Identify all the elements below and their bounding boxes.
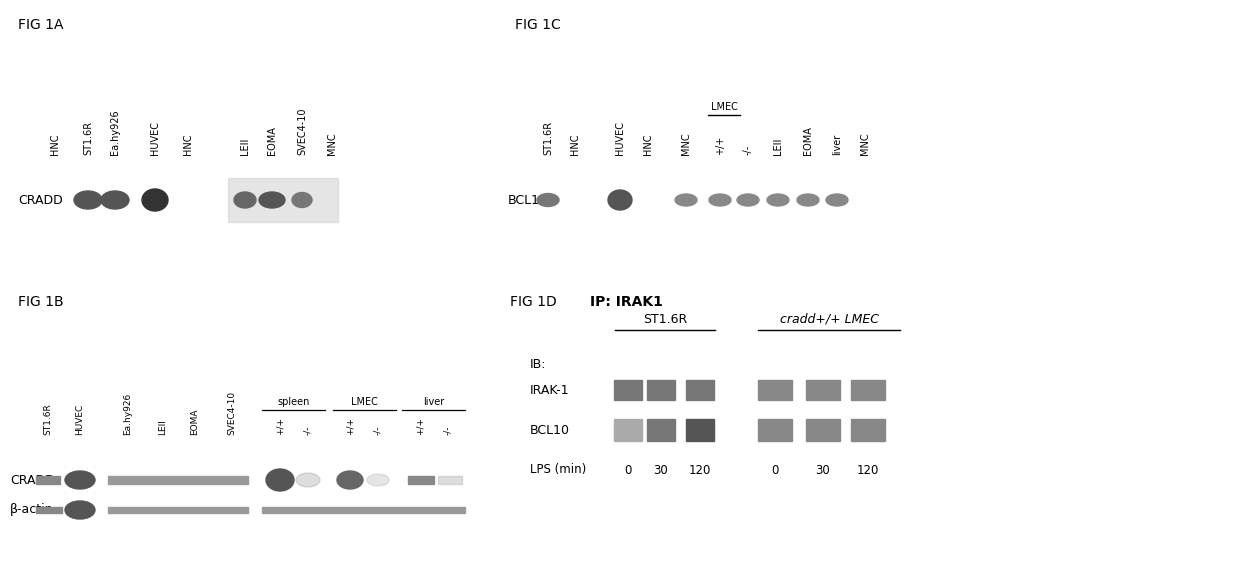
Text: FIG 1C: FIG 1C [515,18,560,32]
Text: -/-: -/- [304,425,312,435]
Text: LMEC: LMEC [351,397,378,407]
Text: FIG 1B: FIG 1B [19,295,63,309]
Bar [108,476,248,484]
Text: EOMA: EOMA [267,126,277,155]
Text: CRADD: CRADD [10,474,55,487]
Text: cradd+/+ LMEC: cradd+/+ LMEC [780,313,878,326]
Text: 120: 120 [857,463,879,477]
Ellipse shape [675,194,697,206]
Text: HNC: HNC [184,133,193,155]
Text: HUVEC: HUVEC [76,404,84,435]
Text: LPS (min): LPS (min) [529,463,587,477]
Text: HNC: HNC [570,133,580,155]
Ellipse shape [337,471,363,489]
Ellipse shape [64,471,95,489]
Bar [851,380,885,400]
Text: LEII: LEII [241,137,250,155]
Text: EOMA: EOMA [191,408,200,435]
Ellipse shape [234,192,255,208]
Ellipse shape [100,191,129,209]
Bar [647,419,675,441]
Ellipse shape [768,194,789,206]
Text: 30: 30 [653,463,668,477]
Ellipse shape [296,473,320,487]
Ellipse shape [797,194,818,206]
Bar [108,507,248,513]
Ellipse shape [608,190,632,210]
Text: MNC: MNC [681,132,691,155]
Text: IB:: IB: [529,358,547,371]
Bar [806,419,839,441]
Bar [758,380,792,400]
Text: 0: 0 [624,463,631,477]
Text: HNC: HNC [644,133,653,155]
Ellipse shape [267,469,294,491]
Text: liver: liver [423,397,444,407]
Ellipse shape [291,193,312,207]
Ellipse shape [259,192,285,208]
Text: HUVEC: HUVEC [150,121,160,155]
Text: ST1.6R: ST1.6R [543,121,553,155]
Text: spleen: spleen [278,397,310,407]
Bar [614,380,642,400]
Ellipse shape [537,194,559,207]
Text: Ea.hy926: Ea.hy926 [124,392,133,435]
Bar [647,380,675,400]
Text: HNC: HNC [50,133,60,155]
Bar [614,419,642,441]
Text: LEII: LEII [159,419,167,435]
Text: liver: liver [832,133,842,155]
Text: +/+: +/+ [415,417,424,435]
Bar [408,476,434,484]
Ellipse shape [64,501,95,519]
Text: SVEC4-10: SVEC4-10 [298,107,308,155]
Text: +/+: +/+ [275,417,284,435]
Ellipse shape [737,194,759,206]
Bar [438,476,463,484]
Text: ST1.6R: ST1.6R [83,121,93,155]
Text: SVEC4-10: SVEC4-10 [227,391,237,435]
Text: ST1.6R: ST1.6R [642,313,687,326]
Text: 120: 120 [688,463,712,477]
Ellipse shape [74,191,102,209]
Text: BCL10: BCL10 [529,424,570,436]
Bar [806,380,839,400]
Text: HUVEC: HUVEC [615,121,625,155]
Bar [36,476,60,484]
Bar [758,419,792,441]
Bar [686,419,714,441]
Text: FIG 1D: FIG 1D [510,295,557,309]
Text: BCL10: BCL10 [508,194,548,207]
Bar [851,419,885,441]
Text: 30: 30 [816,463,831,477]
Text: +/+: +/+ [715,136,725,155]
Ellipse shape [709,194,732,206]
Bar [36,507,62,513]
Text: Ea.hy926: Ea.hy926 [110,110,120,155]
Text: -/-: -/- [743,145,753,155]
Text: LEII: LEII [773,137,782,155]
Bar [228,178,339,222]
Ellipse shape [826,194,848,206]
Text: -/-: -/- [373,425,382,435]
Text: IP: IRAK1: IP: IRAK1 [590,295,663,309]
Text: MNC: MNC [327,132,337,155]
Text: IRAK-1: IRAK-1 [529,383,569,396]
Text: MNC: MNC [861,132,870,155]
Text: ST1.6R: ST1.6R [43,403,52,435]
Bar [262,507,465,513]
Text: β-actin: β-actin [10,503,53,516]
Ellipse shape [367,474,389,486]
Ellipse shape [143,189,167,211]
Text: 0: 0 [771,463,779,477]
Text: -/-: -/- [444,425,453,435]
Text: LMEC: LMEC [711,102,738,112]
Text: CRADD: CRADD [19,194,63,207]
Text: +/+: +/+ [346,417,355,435]
Bar [686,380,714,400]
Text: EOMA: EOMA [804,126,813,155]
Text: FIG 1A: FIG 1A [19,18,63,32]
